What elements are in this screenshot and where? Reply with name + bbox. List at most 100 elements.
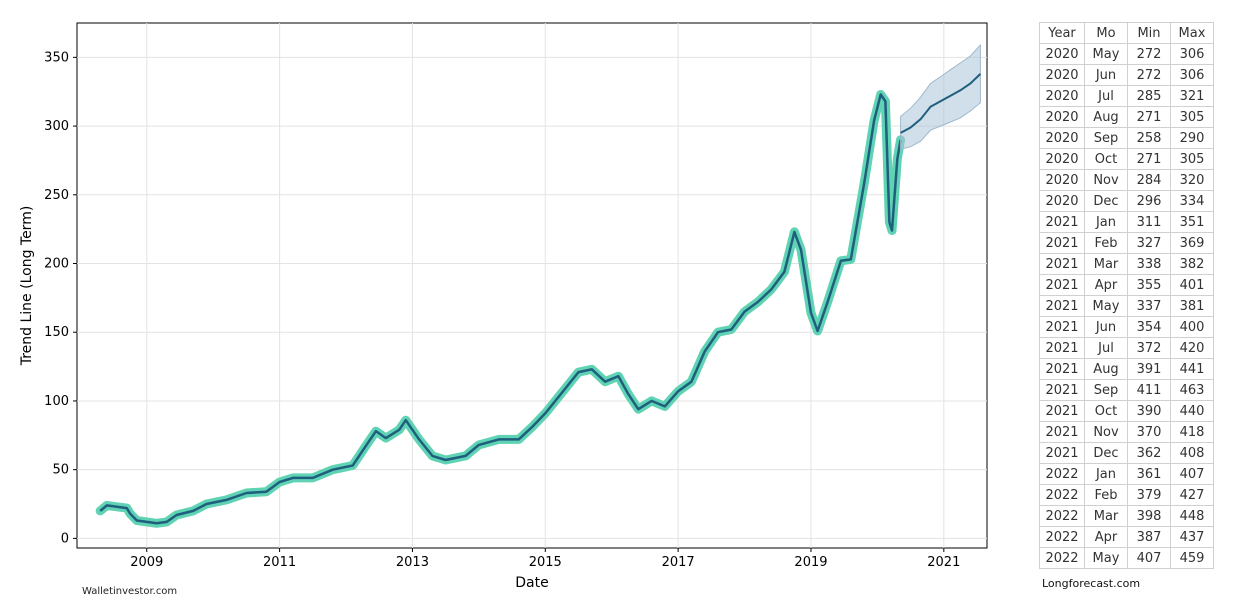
max-cell: 290 <box>1170 127 1214 149</box>
min-cell: 361 <box>1127 463 1171 485</box>
max-cell: 420 <box>1170 337 1214 359</box>
y-tick-label: 250 <box>44 188 69 203</box>
forecast-table-body: 2020 May 272 306 2020 Jun 272 306 2020 Jul 285 321 2… <box>1039 43 1214 569</box>
min-cell: 271 <box>1127 148 1171 170</box>
x-tick-label: 2009 <box>130 555 163 570</box>
year-cell: 2022 <box>1039 484 1085 506</box>
min-cell: 284 <box>1127 169 1171 191</box>
table-row: 2022 Apr 387 437 <box>1039 526 1214 548</box>
year-cell: 2022 <box>1039 526 1085 548</box>
max-cell: 381 <box>1170 295 1214 317</box>
year-cell: 2021 <box>1039 379 1085 401</box>
forecast-line <box>900 73 982 134</box>
month-cell: Dec <box>1084 190 1128 212</box>
min-cell: 272 <box>1127 64 1171 86</box>
min-cell: 354 <box>1127 316 1171 338</box>
min-cell: 387 <box>1127 526 1171 548</box>
table-row: 2021 Oct 390 440 <box>1039 400 1214 422</box>
year-cell: 2022 <box>1039 463 1085 485</box>
min-cell: 296 <box>1127 190 1171 212</box>
min-cell: 272 <box>1127 43 1171 65</box>
month-cell: Sep <box>1084 379 1128 401</box>
table-row: 2021 Jul 372 420 <box>1039 337 1214 359</box>
x-tick-label: 2021 <box>927 555 960 570</box>
year-cell: 2020 <box>1039 169 1085 191</box>
month-cell: May <box>1084 547 1128 569</box>
y-tick-label: 200 <box>44 257 69 272</box>
max-cell: 305 <box>1170 148 1214 170</box>
year-cell: 2020 <box>1039 64 1085 86</box>
min-cell: 327 <box>1127 232 1171 254</box>
year-cell: 2022 <box>1039 505 1085 527</box>
max-cell: 408 <box>1170 442 1214 464</box>
x-tick-label: 2015 <box>529 555 562 570</box>
min-cell: 411 <box>1127 379 1171 401</box>
y-tick-label: 100 <box>44 394 69 409</box>
table-row: 2021 Nov 370 418 <box>1039 421 1214 443</box>
y-tick-label: 150 <box>44 325 69 340</box>
max-cell: 306 <box>1170 43 1214 65</box>
table-row: 2020 May 272 306 <box>1039 43 1214 65</box>
credit-walletinvestor: Walletinvestor.com <box>82 586 178 597</box>
table-row: 2021 Jun 354 400 <box>1039 316 1214 338</box>
table-row: 2021 May 337 381 <box>1039 295 1214 317</box>
month-cell: Apr <box>1084 274 1128 296</box>
month-cell: Oct <box>1084 400 1128 422</box>
column-header-max: Max <box>1170 22 1214 44</box>
table-row: 2021 Jan 311 351 <box>1039 211 1214 233</box>
gridlines <box>77 23 987 548</box>
history-line <box>99 93 902 525</box>
max-cell: 382 <box>1170 253 1214 275</box>
table-row: 2022 May 407 459 <box>1039 547 1214 569</box>
month-cell: May <box>1084 43 1128 65</box>
year-cell: 2021 <box>1039 211 1085 233</box>
forecast-table: Year Mo Min Max 2020 May 272 306 2020 Jun 272 3… <box>1039 22 1214 569</box>
month-cell: Feb <box>1084 484 1128 506</box>
year-cell: 2021 <box>1039 253 1085 275</box>
max-cell: 351 <box>1170 211 1214 233</box>
year-cell: 2020 <box>1039 106 1085 128</box>
y-axis-label: Trend Line (Long Term) <box>19 206 35 367</box>
year-cell: 2020 <box>1039 148 1085 170</box>
table-row: 2020 Nov 284 320 <box>1039 169 1214 191</box>
y-tick-label: 50 <box>52 463 69 478</box>
month-cell: Aug <box>1084 106 1128 128</box>
y-tick-label: 0 <box>61 531 69 546</box>
min-cell: 337 <box>1127 295 1171 317</box>
y-tick-label: 350 <box>44 50 69 65</box>
table-row: 2020 Dec 296 334 <box>1039 190 1214 212</box>
max-cell: 427 <box>1170 484 1214 506</box>
year-cell: 2021 <box>1039 274 1085 296</box>
year-cell: 2021 <box>1039 232 1085 254</box>
month-cell: Jan <box>1084 463 1128 485</box>
max-cell: 407 <box>1170 463 1214 485</box>
column-header-year: Year <box>1039 22 1085 44</box>
table-row: 2020 Aug 271 305 <box>1039 106 1214 128</box>
max-cell: 401 <box>1170 274 1214 296</box>
max-cell: 320 <box>1170 169 1214 191</box>
y-tick-label: 300 <box>44 119 69 134</box>
table-row: 2022 Feb 379 427 <box>1039 484 1214 506</box>
table-row: 2021 Dec 362 408 <box>1039 442 1214 464</box>
chart-marks <box>95 43 982 528</box>
table-row: 2022 Jan 361 407 <box>1039 463 1214 485</box>
month-cell: Mar <box>1084 505 1128 527</box>
max-cell: 321 <box>1170 85 1214 107</box>
year-cell: 2020 <box>1039 43 1085 65</box>
column-header-min: Min <box>1127 22 1171 44</box>
table-header-row: Year Mo Min Max <box>1039 22 1214 44</box>
max-cell: 441 <box>1170 358 1214 380</box>
year-cell: 2022 <box>1039 547 1085 569</box>
min-cell: 390 <box>1127 400 1171 422</box>
min-cell: 258 <box>1127 127 1171 149</box>
table-row: 2021 Sep 411 463 <box>1039 379 1214 401</box>
min-cell: 370 <box>1127 421 1171 443</box>
month-cell: Feb <box>1084 232 1128 254</box>
year-cell: 2020 <box>1039 190 1085 212</box>
axes: 2009 2011 2013 2015 2017 2019 2021 0 50 100 150 200… <box>19 50 960 591</box>
year-cell: 2021 <box>1039 442 1085 464</box>
year-cell: 2021 <box>1039 295 1085 317</box>
min-cell: 372 <box>1127 337 1171 359</box>
year-cell: 2020 <box>1039 127 1085 149</box>
min-cell: 398 <box>1127 505 1171 527</box>
